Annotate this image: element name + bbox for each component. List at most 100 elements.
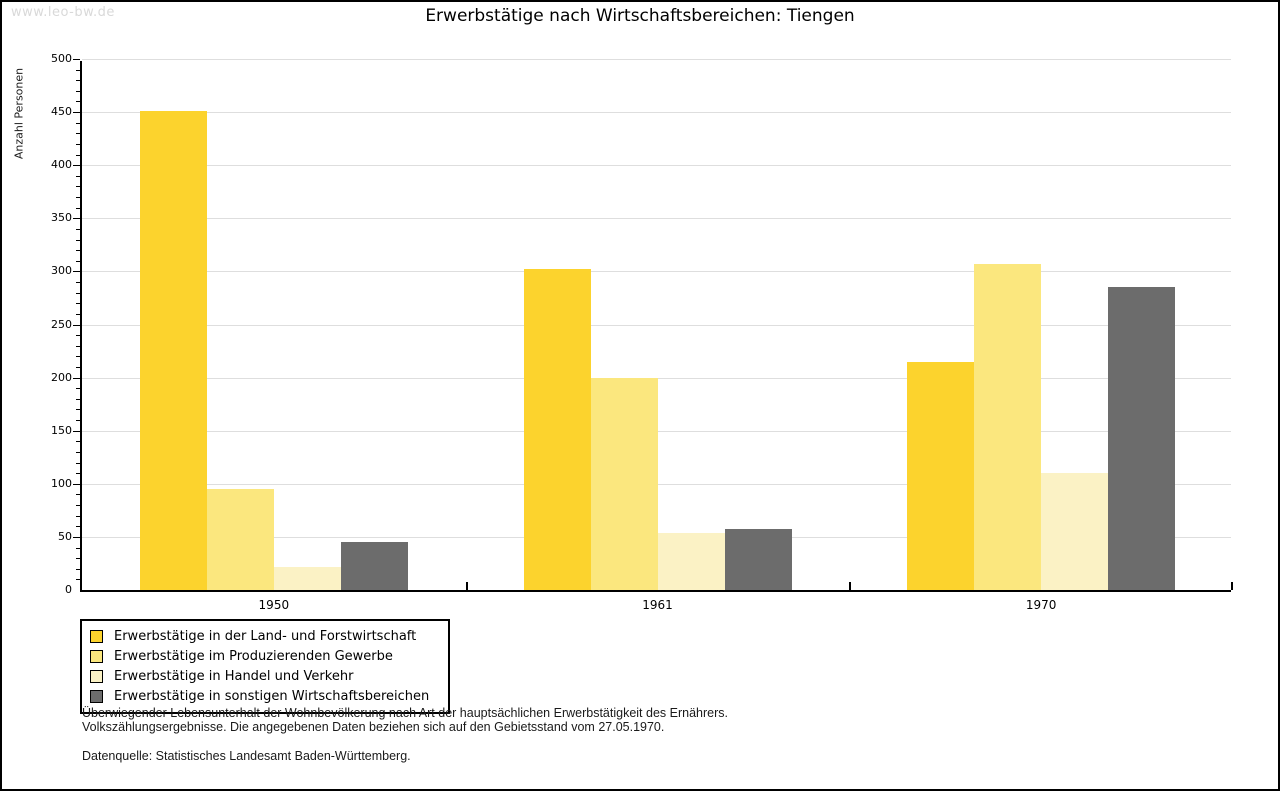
y-tick-label: 150 — [51, 423, 72, 437]
y-minor-tick — [76, 292, 80, 294]
footnote-line-2: Volkszählungsergebnisse. Die angegebenen… — [82, 720, 665, 734]
grid-line — [82, 165, 1231, 167]
y-minor-tick — [76, 345, 80, 347]
legend-item: Erwerbstätige im Produzierenden Gewerbe — [90, 646, 440, 666]
legend-swatch — [90, 689, 103, 703]
x-category-label: 1950 — [258, 598, 290, 612]
y-minor-tick — [76, 409, 80, 411]
y-minor-tick — [76, 441, 80, 443]
y-minor-tick — [76, 186, 80, 188]
y-tick-label: 250 — [51, 317, 72, 331]
y-major-tick — [73, 324, 80, 326]
y-minor-tick — [76, 526, 80, 528]
legend-swatch — [90, 629, 103, 643]
y-tick-label: 300 — [51, 264, 72, 278]
y-minor-tick — [76, 420, 80, 422]
footnote-line-1: Überwiegender Lebensunterhalt der Wohnbe… — [82, 706, 728, 720]
y-major-tick — [73, 112, 80, 114]
y-minor-tick — [76, 101, 80, 103]
y-major-tick — [73, 59, 80, 60]
y-minor-tick — [76, 143, 80, 145]
y-minor-tick — [76, 154, 80, 156]
y-tick-label: 400 — [51, 158, 72, 172]
legend-item: Erwerbstätige in Handel und Verkehr — [90, 666, 440, 686]
leo-bw-watermark: www.leo-bw.de — [11, 5, 115, 20]
y-minor-tick — [76, 335, 80, 337]
y-minor-tick — [76, 133, 80, 135]
grid-line — [82, 324, 1231, 326]
legend-swatch — [90, 669, 103, 683]
bar — [974, 263, 1042, 590]
x-boundary-tick — [465, 582, 468, 590]
y-minor-tick — [76, 69, 80, 71]
y-minor-tick — [76, 558, 80, 560]
y-minor-tick — [76, 90, 80, 92]
x-boundary-tick — [1231, 582, 1233, 590]
data-source-line: Datenquelle: Statistisches Landesamt Bad… — [82, 749, 411, 763]
y-minor-tick — [76, 239, 80, 241]
y-major-tick — [73, 271, 80, 273]
grid-line — [82, 218, 1231, 220]
y-minor-tick — [76, 505, 80, 507]
y-tick-label: 500 — [51, 52, 72, 65]
x-category-label: 1961 — [642, 598, 673, 612]
x-category-label: 1970 — [1025, 598, 1057, 612]
y-minor-tick — [76, 228, 80, 230]
grid-line — [82, 271, 1231, 273]
y-tick-label: 0 — [65, 583, 72, 596]
legend-label: Erwerbstätige in der Land- und Forstwirt… — [114, 628, 417, 644]
y-minor-tick — [76, 451, 80, 453]
legend-swatch — [90, 649, 103, 663]
y-minor-tick — [76, 260, 80, 262]
y-minor-tick — [76, 303, 80, 305]
y-tick-label: 450 — [51, 105, 72, 119]
bar — [590, 377, 658, 590]
plot-area: 0 50 100 150 200 250 300 350 400 450 500 1950 1961 19… — [51, 52, 1233, 612]
legend-label: Erwerbstätige im Produzierenden Gewerbe — [114, 648, 393, 664]
grid-line — [82, 112, 1231, 114]
y-minor-tick — [76, 398, 80, 400]
y-tick-label: 100 — [51, 476, 72, 490]
y-minor-tick — [76, 356, 80, 358]
bar — [724, 529, 792, 590]
y-major-tick — [73, 483, 80, 485]
y-minor-tick — [76, 547, 80, 549]
bar — [139, 111, 207, 590]
bar — [657, 532, 725, 590]
y-major-tick — [73, 430, 80, 432]
y-minor-tick — [76, 515, 80, 517]
y-minor-tick — [76, 207, 80, 209]
y-tick-label: 50 — [58, 529, 72, 543]
x-boundary-tick — [849, 582, 852, 590]
y-major-tick — [73, 165, 80, 167]
bar — [907, 361, 975, 590]
bar — [1108, 287, 1176, 590]
y-minor-tick — [76, 473, 80, 475]
y-minor-tick — [76, 197, 80, 199]
y-minor-tick — [76, 122, 80, 124]
y-major-tick — [73, 536, 80, 538]
bar — [1041, 473, 1109, 590]
y-tick-label: 350 — [51, 211, 72, 225]
y-minor-tick — [76, 579, 80, 581]
chart-title: Erwerbstätige nach Wirtschaftsbereichen:… — [425, 6, 855, 26]
y-minor-tick — [76, 462, 80, 464]
footnote-block: Überwiegender Lebensunterhalt der Wohnbe… — [82, 706, 728, 763]
y-minor-tick — [76, 568, 80, 570]
y-tick-label: 200 — [51, 370, 72, 384]
legend-item: Erwerbstätige in sonstigen Wirtschaftsbe… — [90, 686, 440, 706]
y-minor-tick — [76, 388, 80, 390]
y-minor-tick — [76, 175, 80, 177]
y-minor-tick — [76, 282, 80, 284]
grid-line — [82, 59, 1231, 60]
legend-label: Erwerbstätige in Handel und Verkehr — [114, 668, 354, 684]
bar — [523, 269, 591, 590]
legend-item: Erwerbstätige in der Land- und Forstwirt… — [90, 626, 440, 646]
y-minor-tick — [76, 250, 80, 252]
legend-label: Erwerbstätige in sonstigen Wirtschaftsbe… — [114, 688, 430, 704]
y-major-tick — [73, 218, 80, 220]
bar — [206, 489, 274, 590]
bar — [273, 566, 341, 590]
legend-box: Erwerbstätige in der Land- und Forstwirt… — [80, 619, 450, 714]
